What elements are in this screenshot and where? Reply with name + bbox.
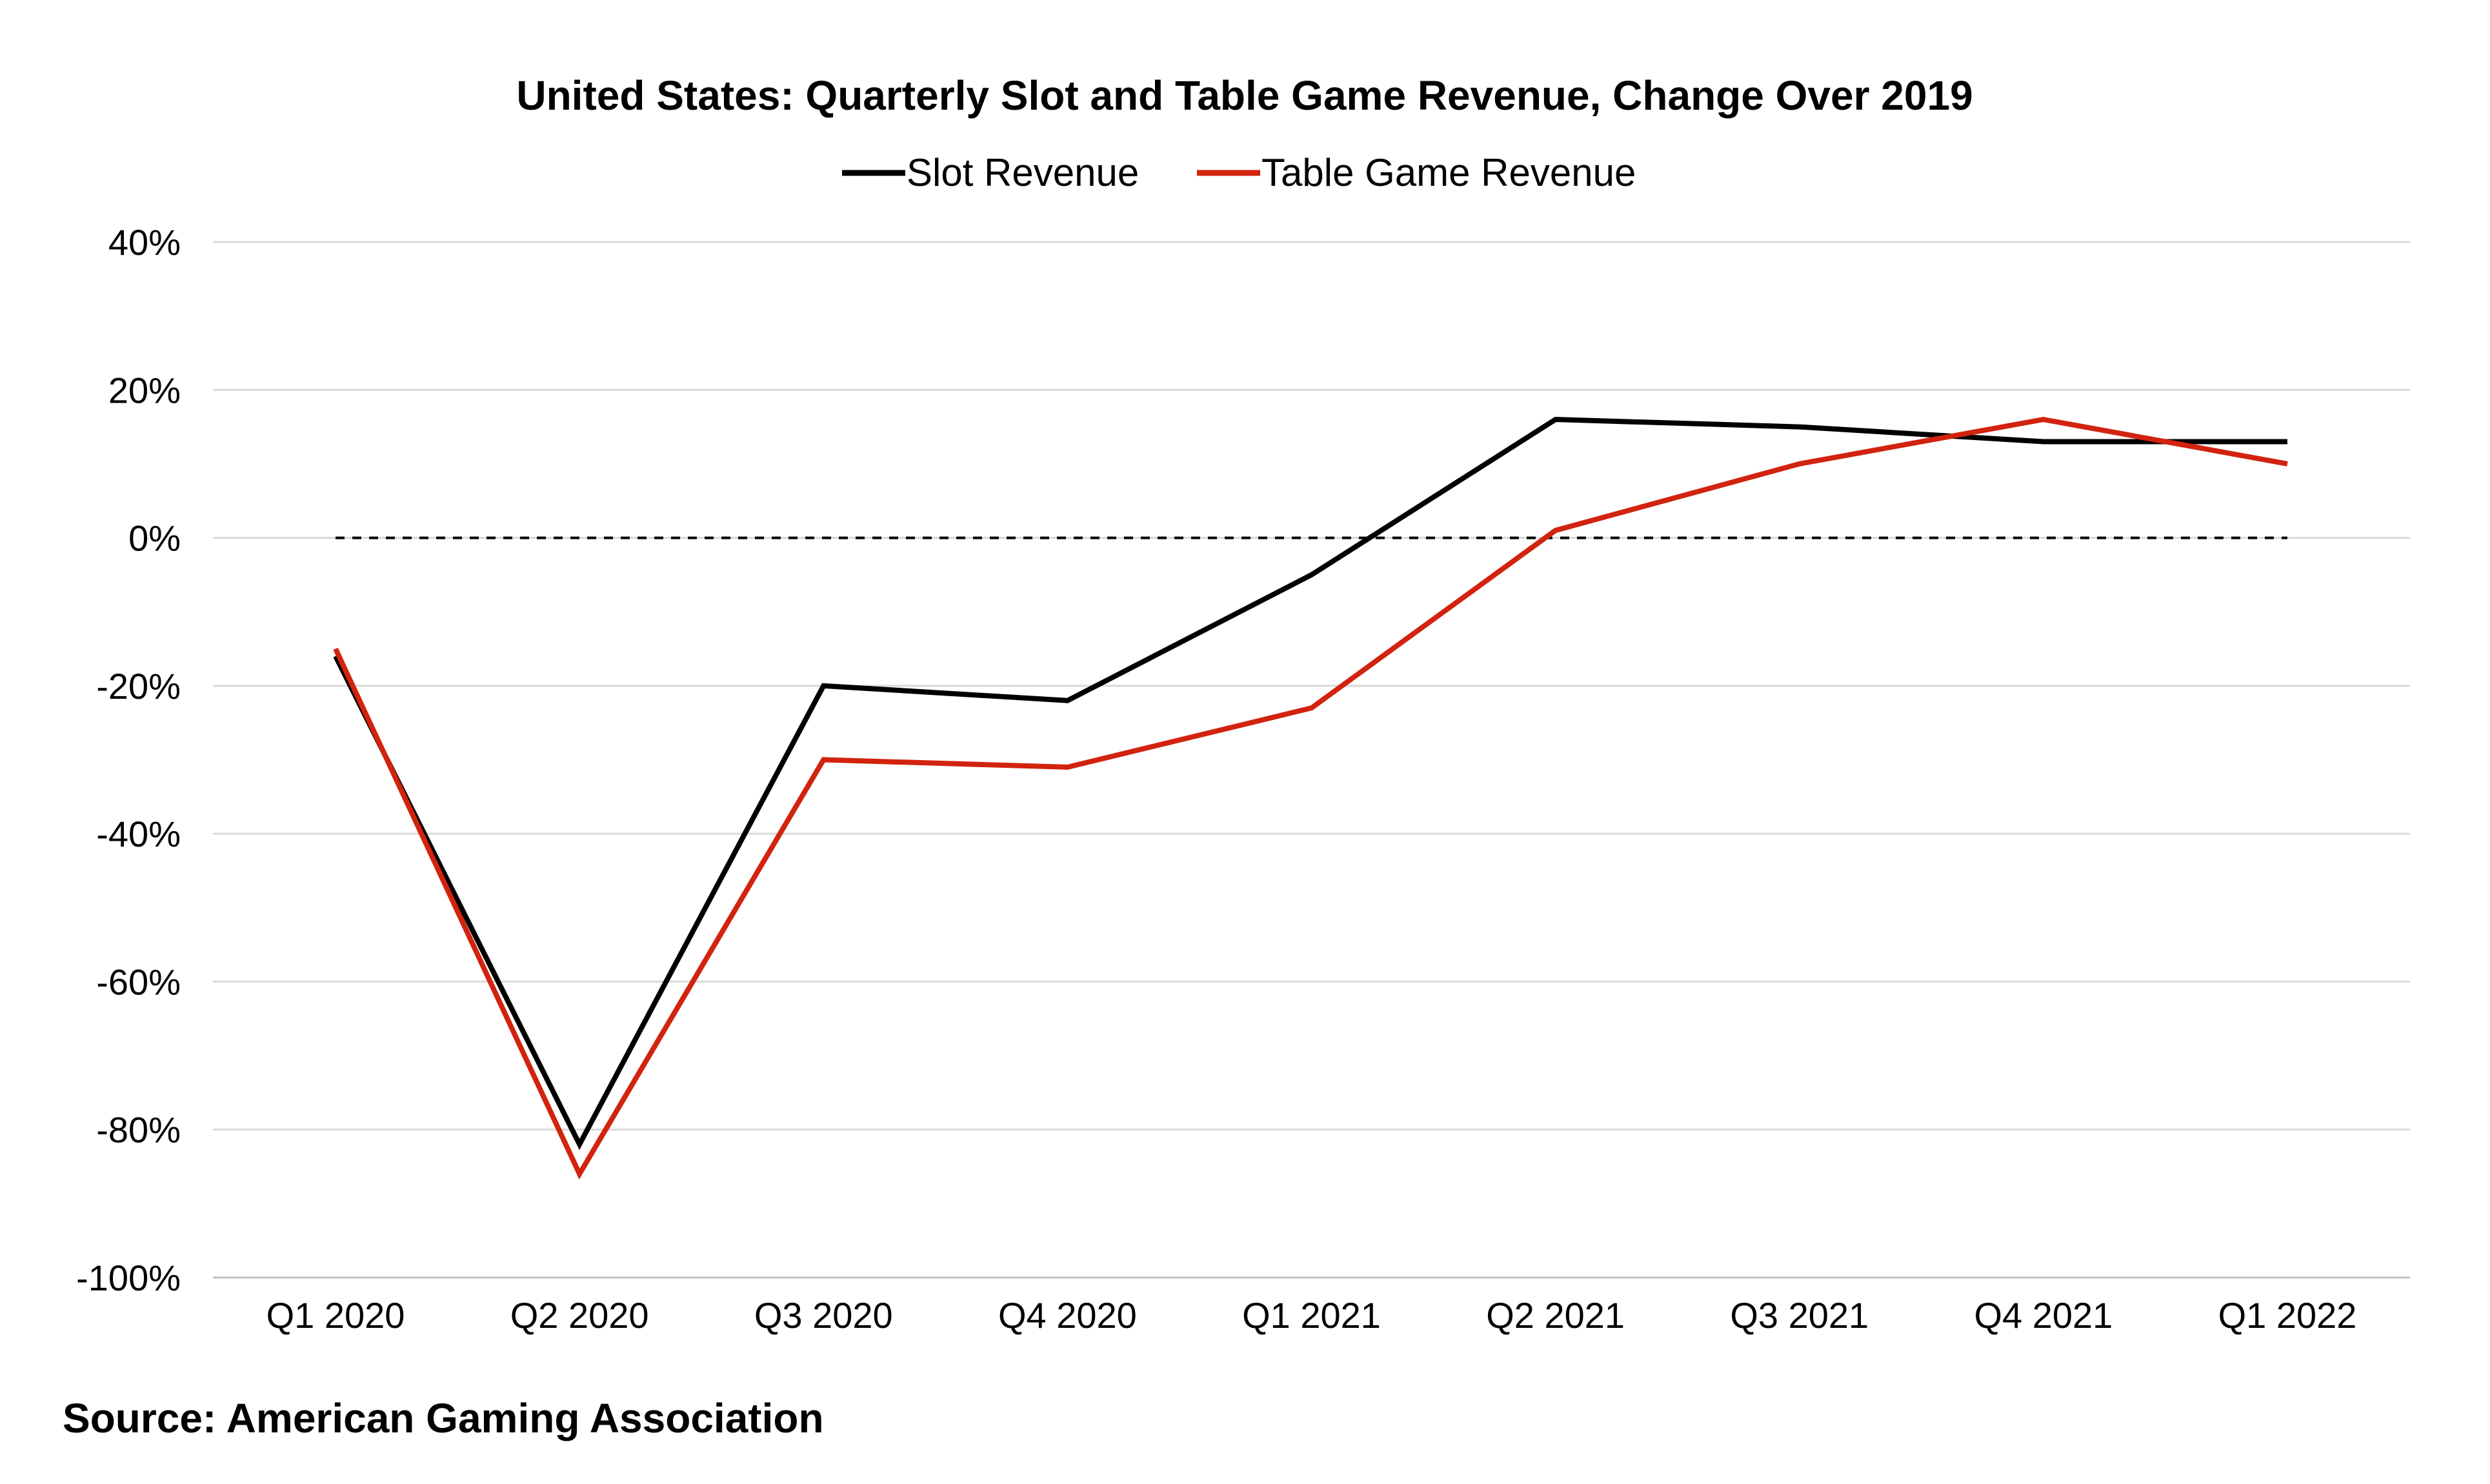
x-tick-label: Q4 2021 (1974, 1295, 2113, 1336)
x-axis: Q1 2020 Q2 2020 Q3 2020 Q4 2020 Q1 2021 Q2 20… (266, 1295, 2357, 1336)
y-tick-label: -100% (76, 1258, 181, 1298)
y-tick-label: 20% (108, 370, 181, 410)
y-tick-label: -80% (96, 1110, 181, 1150)
source-note: Source: American Gaming Association (63, 1395, 824, 1441)
chart-title: United States: Quarterly Slot and Table … (516, 72, 1973, 119)
slot-revenue-line (333, 417, 2287, 1150)
table-game-revenue-line (333, 417, 2288, 1180)
y-tick-label: 40% (108, 222, 181, 263)
x-tick-label: Q4 2020 (998, 1295, 1137, 1336)
x-tick-label: Q1 2021 (1242, 1295, 1381, 1336)
x-tick-label: Q3 2021 (1730, 1295, 1869, 1336)
gridlines (213, 241, 2410, 1279)
x-tick-label: Q3 2020 (754, 1295, 893, 1336)
y-tick-label: 0% (128, 518, 181, 559)
slot-revenue-legend-label: Slot Revenue (907, 151, 1139, 194)
legend: Slot Revenue Table Game Revenue (842, 151, 1636, 194)
y-tick-label: -40% (96, 814, 181, 854)
y-axis: 40% 20% 0% -20% -40% -60% -80% -100% (76, 222, 181, 1298)
y-tick-label: -60% (96, 961, 181, 1002)
series-lines (333, 417, 2288, 1180)
table-game-revenue-legend-label: Table Game Revenue (1261, 151, 1636, 194)
x-tick-label: Q2 2020 (510, 1295, 649, 1336)
x-tick-label: Q1 2020 (266, 1295, 405, 1336)
x-tick-label: Q2 2021 (1486, 1295, 1625, 1336)
x-tick-label: Q1 2022 (2218, 1295, 2357, 1336)
y-tick-label: -20% (96, 666, 181, 707)
